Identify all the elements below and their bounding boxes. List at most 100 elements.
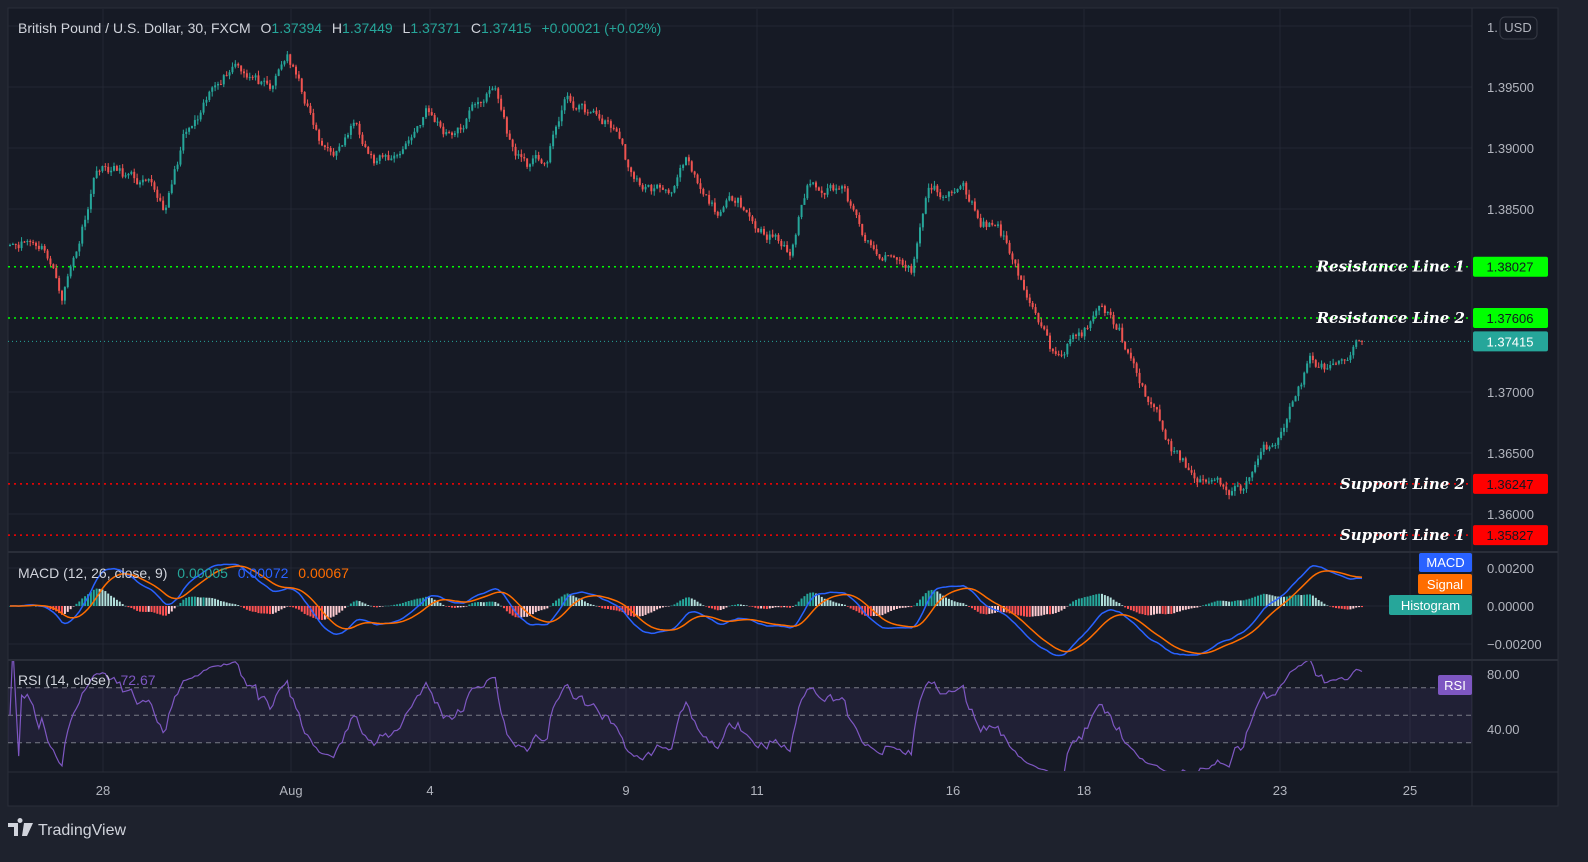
candle xyxy=(930,183,933,194)
candle-body xyxy=(924,198,927,214)
candle-body xyxy=(601,118,604,125)
candle xyxy=(23,240,26,243)
macd-histogram-bar xyxy=(243,606,245,609)
macd-histogram-bar xyxy=(182,599,185,606)
macd-histogram-bar xyxy=(1109,597,1112,606)
candle-body xyxy=(1210,480,1213,482)
macd-histogram-bar xyxy=(1196,606,1199,608)
candle xyxy=(1294,395,1297,402)
candle-body xyxy=(508,133,511,140)
candle xyxy=(627,159,630,172)
candle xyxy=(699,178,702,194)
macd-histogram-bar xyxy=(1075,599,1077,606)
macd-histogram-bar xyxy=(63,606,66,614)
candle-body xyxy=(1161,420,1164,430)
candle xyxy=(1161,420,1164,432)
candle-body xyxy=(347,134,349,138)
candle xyxy=(609,119,612,133)
macd-histogram-bar xyxy=(1199,606,1202,607)
candle-body xyxy=(1069,339,1072,344)
price-tick-label: 1.36000 xyxy=(1487,507,1534,522)
macd-histogram-bar xyxy=(549,605,552,607)
candle-body xyxy=(1002,235,1005,237)
macd-histogram-bar xyxy=(624,606,627,614)
candle-body xyxy=(971,201,973,203)
rsi-legend[interactable]: RSI (14, close) 72.67 xyxy=(18,672,156,688)
macd-histogram-bar xyxy=(98,588,101,606)
candle xyxy=(1236,481,1239,488)
candle-body xyxy=(1083,327,1086,337)
candle xyxy=(1063,351,1066,359)
candle-body xyxy=(1242,489,1245,491)
candle xyxy=(352,119,355,129)
macd-histogram-bar xyxy=(1314,597,1317,606)
candle xyxy=(1251,471,1254,482)
candle xyxy=(341,144,344,147)
candle xyxy=(846,186,849,203)
macd-histogram-bar xyxy=(569,594,572,606)
candle-body xyxy=(127,173,130,176)
macd-histogram-bar xyxy=(711,606,713,609)
candle xyxy=(1051,348,1054,354)
macd-histogram-bar xyxy=(1057,606,1060,612)
candle xyxy=(1337,360,1340,366)
support-price-badge-label: 1.36247 xyxy=(1487,477,1534,492)
level-lines: Resistance Line 1 Resistance Line 2 Suppor… xyxy=(8,258,1472,544)
tradingview-logo[interactable]: TradingView xyxy=(8,818,126,839)
macd-histogram-bar xyxy=(297,606,300,610)
chart-background xyxy=(7,7,1559,807)
macd-histogram-bar xyxy=(1326,605,1329,606)
candle-body xyxy=(913,258,916,273)
candle-body xyxy=(511,139,514,147)
candle xyxy=(898,256,901,265)
macd-histogram-bar xyxy=(159,606,162,615)
symbol-legend[interactable]: British Pound / U.S. Dollar, 30, FXCM O1… xyxy=(18,20,661,36)
candle xyxy=(323,144,326,151)
candle xyxy=(555,125,557,139)
candle xyxy=(1086,325,1089,330)
candle xyxy=(159,193,162,202)
low-label: L xyxy=(403,20,411,36)
macd-histogram-bar xyxy=(991,606,994,614)
candle xyxy=(393,152,396,163)
candle xyxy=(838,185,841,190)
candle xyxy=(656,183,659,190)
candle xyxy=(205,96,208,107)
candle-body xyxy=(852,205,855,210)
candle-body xyxy=(1170,441,1173,452)
macd-histogram-bar xyxy=(864,606,867,616)
candle xyxy=(110,166,113,177)
macd-histogram-bar xyxy=(335,606,338,615)
macd-histogram-bar xyxy=(81,598,84,606)
macd-histogram-bar xyxy=(1343,606,1346,610)
macd-histogram-bar xyxy=(219,601,222,606)
candle xyxy=(757,228,760,233)
candle-body xyxy=(592,110,595,113)
macd-legend[interactable]: MACD (12, 26, close, 9) 0.00005 0.00072 … xyxy=(18,565,349,581)
histogram-badge xyxy=(1389,595,1472,615)
candle-body xyxy=(858,215,861,224)
time-tick-label: 25 xyxy=(1403,783,1417,798)
candle xyxy=(283,60,286,67)
candle-body xyxy=(1254,464,1257,472)
candle-body xyxy=(529,164,531,167)
candle-body xyxy=(794,234,797,245)
currency-button[interactable] xyxy=(1499,16,1538,40)
candle-body xyxy=(661,187,664,190)
candle-body xyxy=(1132,358,1135,364)
macd-histogram-bar xyxy=(332,606,335,617)
macd-histogram-bar xyxy=(893,606,895,610)
candle-body xyxy=(728,196,731,201)
candle xyxy=(309,102,312,115)
candle xyxy=(777,233,780,244)
macd-histogram-bar xyxy=(968,606,971,607)
macd-histogram-bar xyxy=(921,596,924,606)
candle xyxy=(673,185,676,194)
candle xyxy=(488,86,491,98)
candle-body xyxy=(919,227,921,244)
candle-body xyxy=(312,112,315,125)
candle-body xyxy=(523,157,526,159)
candle xyxy=(514,143,517,160)
macd-histogram-bar xyxy=(1147,606,1150,616)
